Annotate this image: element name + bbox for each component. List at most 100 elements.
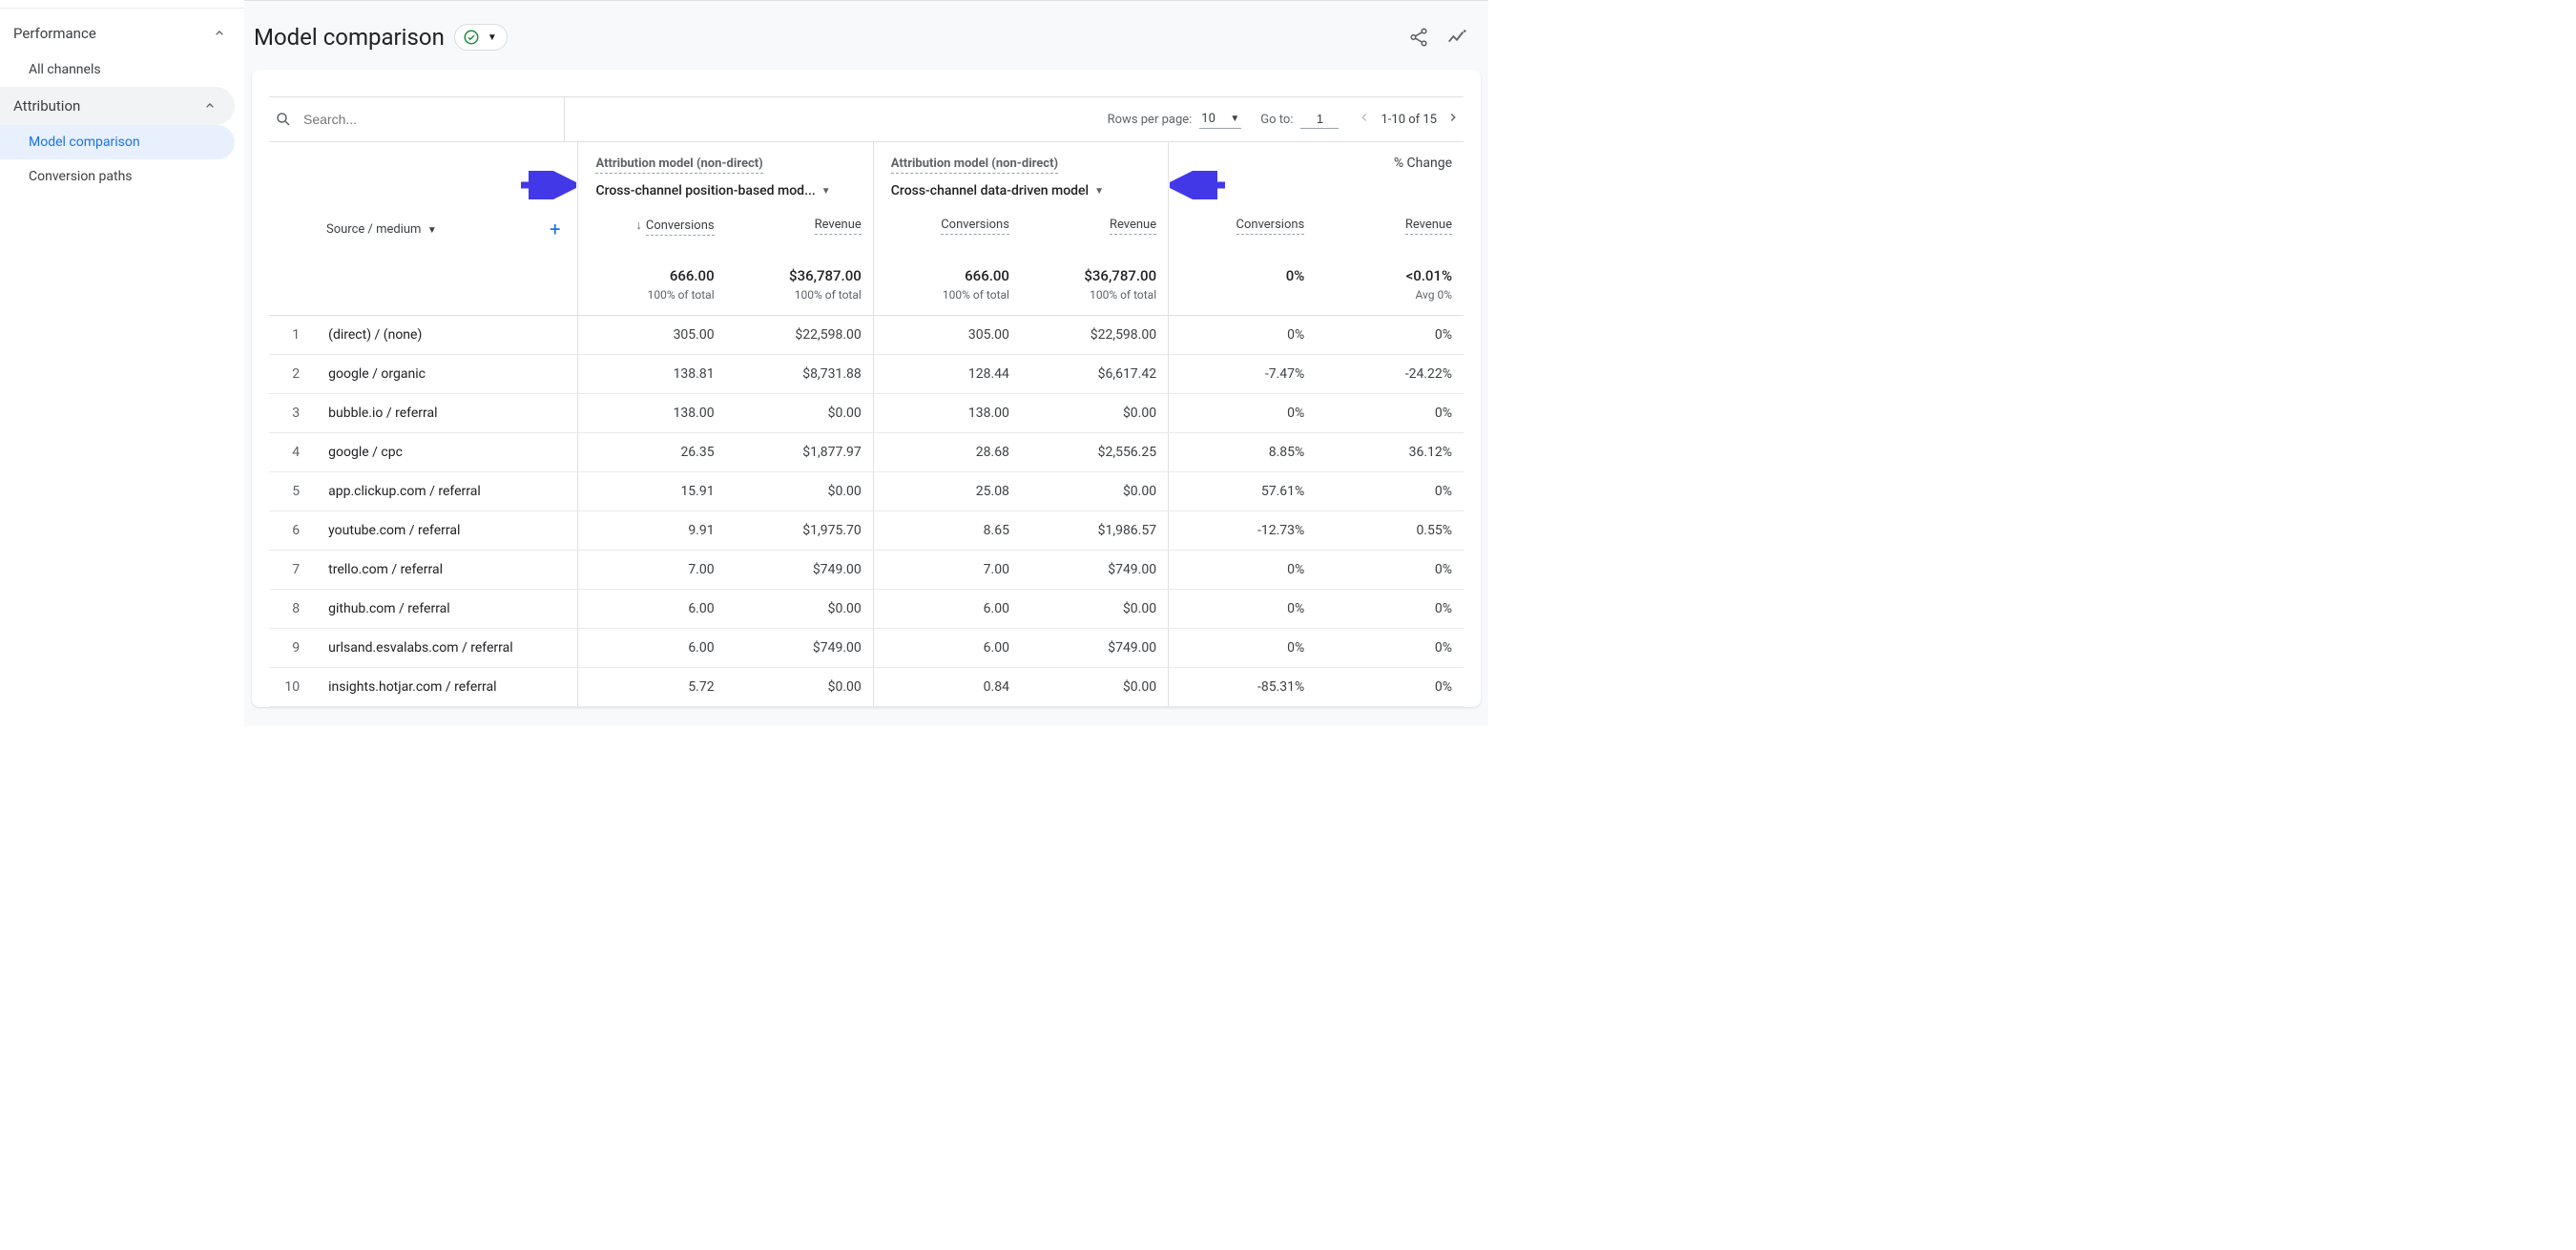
row-source: (direct) / (none) xyxy=(317,316,578,355)
row-dconv: 0% xyxy=(1169,394,1317,433)
chevron-down-icon: ▼ xyxy=(488,32,497,43)
chevron-down-icon: ▼ xyxy=(1230,114,1239,124)
model-label-2: Attribution model (non-direct) xyxy=(891,156,1058,174)
row-drev: 0% xyxy=(1316,394,1464,433)
search-icon xyxy=(275,111,292,128)
row-index: 3 xyxy=(269,394,317,433)
search-input[interactable] xyxy=(303,112,494,127)
row-rev-2: $1,986.57 xyxy=(1021,511,1169,551)
row-index: 5 xyxy=(269,472,317,511)
row-rev-2: $0.00 xyxy=(1021,668,1169,707)
table-row[interactable]: 7 trello.com / referral 7.00 $749.00 7.0… xyxy=(269,551,1464,590)
rows-per-page-label: Rows per page: xyxy=(1108,113,1193,127)
row-rev-1: $749.00 xyxy=(726,551,874,590)
nav-section[interactable]: Performance xyxy=(0,14,244,52)
row-source: urlsand.esvalabs.com / referral xyxy=(317,629,578,668)
chevron-up-icon xyxy=(210,24,229,43)
row-conv-2: 138.00 xyxy=(873,394,1021,433)
row-drev: 0% xyxy=(1316,316,1464,355)
row-rev-2: $0.00 xyxy=(1021,472,1169,511)
nav-section[interactable]: Attribution xyxy=(0,87,235,125)
chevron-down-icon: ▼ xyxy=(1094,186,1104,197)
col-revenue-2[interactable]: Revenue xyxy=(1110,218,1156,235)
table-row[interactable]: 8 github.com / referral 6.00 $0.00 6.00 … xyxy=(269,590,1464,629)
row-rev-2: $6,617.42 xyxy=(1021,355,1169,394)
row-drev: 0% xyxy=(1316,668,1464,707)
row-conv-1: 138.00 xyxy=(578,394,726,433)
row-rev-1: $1,877.97 xyxy=(726,433,874,472)
row-source: youtube.com / referral xyxy=(317,511,578,551)
row-rev-1: $0.00 xyxy=(726,394,874,433)
row-drev: 0% xyxy=(1316,551,1464,590)
table-row[interactable]: 9 urlsand.esvalabs.com / referral 6.00 $… xyxy=(269,629,1464,668)
row-conv-1: 6.00 xyxy=(578,590,726,629)
table-row[interactable]: 6 youtube.com / referral 9.91 $1,975.70 … xyxy=(269,511,1464,551)
comparison-table: Attribution model (non-direct) Cross-cha… xyxy=(269,142,1464,707)
total-rev-1: $36,787.00 xyxy=(737,267,862,284)
nav-item[interactable]: Conversion paths xyxy=(0,159,235,194)
row-index: 1 xyxy=(269,316,317,355)
row-index: 4 xyxy=(269,433,317,472)
row-conv-1: 7.00 xyxy=(578,551,726,590)
nav-item[interactable]: Model comparison xyxy=(0,125,235,159)
col-revenue-1[interactable]: Revenue xyxy=(815,218,862,235)
row-dconv: -12.73% xyxy=(1169,511,1317,551)
table-row[interactable]: 2 google / organic 138.81 $8,731.88 128.… xyxy=(269,355,1464,394)
share-icon[interactable] xyxy=(1408,27,1429,48)
model-select-2[interactable]: Cross-channel data-driven model ▼ xyxy=(891,183,1158,198)
col-revenue-change[interactable]: Revenue xyxy=(1405,218,1452,235)
pager: Rows per page: 10 ▼ Go to: xyxy=(1108,110,1464,129)
row-conv-1: 9.91 xyxy=(578,511,726,551)
sidebar: PerformanceAll channelsAttributionModel … xyxy=(0,0,244,726)
table-row[interactable]: 4 google / cpc 26.35 $1,877.97 28.68 $2,… xyxy=(269,433,1464,472)
table-row[interactable]: 1 (direct) / (none) 305.00 $22,598.00 30… xyxy=(269,316,1464,355)
dimension-select[interactable]: Source / medium ▼ xyxy=(326,222,437,237)
goto-label: Go to: xyxy=(1260,113,1293,127)
table-row[interactable]: 3 bubble.io / referral 138.00 $0.00 138.… xyxy=(269,394,1464,433)
sort-arrow-icon: ↓ xyxy=(635,219,642,233)
row-rev-2: $22,598.00 xyxy=(1021,316,1169,355)
model-select-1[interactable]: Cross-channel position-based mod... ▼ xyxy=(595,183,862,198)
row-rev-1: $22,598.00 xyxy=(726,316,874,355)
page-title: Model comparison xyxy=(254,24,445,51)
row-drev: 0% xyxy=(1316,590,1464,629)
row-rev-1: $0.00 xyxy=(726,668,874,707)
model-label-1: Attribution model (non-direct) xyxy=(595,156,762,174)
row-drev: 0% xyxy=(1316,472,1464,511)
row-dconv: 0% xyxy=(1169,590,1317,629)
row-conv-2: 28.68 xyxy=(873,433,1021,472)
add-dimension-button[interactable]: + xyxy=(550,218,560,240)
nav-item[interactable]: All channels xyxy=(0,52,235,87)
row-index: 2 xyxy=(269,355,317,394)
row-rev-1: $8,731.88 xyxy=(726,355,874,394)
row-rev-1: $749.00 xyxy=(726,629,874,668)
goto-input[interactable] xyxy=(1300,110,1339,129)
row-source: insights.hotjar.com / referral xyxy=(317,668,578,707)
rows-per-page-select[interactable]: 10 ▼ xyxy=(1199,110,1241,129)
chevron-down-icon: ▼ xyxy=(427,225,437,236)
total-conv-1: 666.00 xyxy=(590,267,714,284)
table-row[interactable]: 5 app.clickup.com / referral 15.91 $0.00… xyxy=(269,472,1464,511)
col-conversions-2[interactable]: Conversions xyxy=(941,218,1009,235)
next-page-button[interactable] xyxy=(1446,111,1460,128)
row-dconv: 8.85% xyxy=(1169,433,1317,472)
status-pill[interactable]: ▼ xyxy=(454,24,508,51)
total-dconv: 0% xyxy=(1180,267,1304,284)
check-circle-icon xyxy=(463,29,480,46)
row-source: trello.com / referral xyxy=(317,551,578,590)
comparison-card: Rows per page: 10 ▼ Go to: xyxy=(252,70,1481,707)
col-conversions-1[interactable]: Conversions xyxy=(646,219,715,236)
row-conv-1: 15.91 xyxy=(578,472,726,511)
col-conversions-change[interactable]: Conversions xyxy=(1236,218,1305,235)
insights-icon[interactable] xyxy=(1446,27,1467,48)
row-conv-1: 6.00 xyxy=(578,629,726,668)
row-index: 6 xyxy=(269,511,317,551)
row-rev-2: $0.00 xyxy=(1021,394,1169,433)
main-content: Model comparison ▼ xyxy=(244,0,1488,726)
table-row[interactable]: 10 insights.hotjar.com / referral 5.72 $… xyxy=(269,668,1464,707)
row-drev: 0% xyxy=(1316,629,1464,668)
row-dconv: -85.31% xyxy=(1169,668,1317,707)
row-conv-2: 305.00 xyxy=(873,316,1021,355)
prev-page-button[interactable] xyxy=(1358,111,1371,128)
chevron-up-icon xyxy=(200,96,219,115)
